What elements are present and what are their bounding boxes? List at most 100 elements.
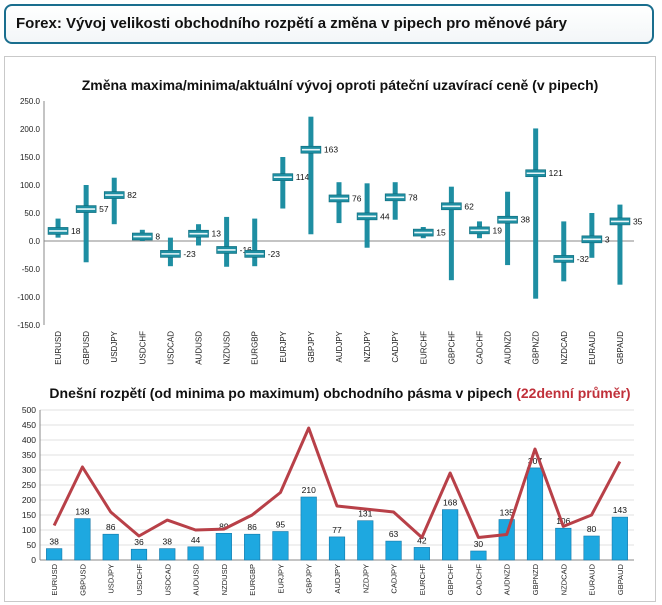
x-tick-label: GBPUSD (78, 563, 87, 595)
x-tick-label: EURJPY (279, 330, 288, 362)
bar (357, 520, 374, 561)
data-label: -32 (577, 254, 590, 264)
data-label: 138 (75, 507, 89, 517)
bar (526, 467, 544, 561)
bar (583, 535, 600, 561)
data-label: 210 (302, 485, 316, 495)
data-label: 82 (127, 190, 137, 200)
y-tick-label: 150.0 (20, 153, 41, 162)
range-bar (561, 221, 567, 282)
range-bar (589, 213, 595, 258)
data-label: 114 (296, 172, 310, 182)
x-tick-label: USDCHF (138, 331, 147, 364)
data-label: 8 (155, 232, 160, 242)
x-tick-label: GBPNZD (531, 563, 540, 595)
x-tick-label: EURAUD (588, 331, 597, 365)
range-bar (224, 216, 230, 267)
x-tick-label: GBPUSD (82, 331, 91, 365)
data-label: 44 (191, 535, 201, 545)
data-label: 30 (474, 539, 484, 549)
chart2-title: Dnešní rozpětí (od minima po maximum) ob… (49, 385, 630, 401)
data-label: 80 (587, 524, 597, 534)
y-tick-label: 300 (22, 465, 36, 475)
header-panel: Forex: Vývoj velikosti obchodního rozpět… (4, 4, 654, 44)
data-label: -23 (183, 249, 196, 259)
bar (159, 548, 176, 561)
data-label: -16 (240, 245, 253, 255)
y-tick-label: 250.0 (20, 97, 41, 106)
data-label: 163 (324, 145, 338, 155)
range-bar (308, 116, 314, 235)
range-bar (111, 177, 117, 225)
y-tick-label: 400 (22, 435, 36, 445)
y-tick-label: 50.0 (24, 209, 40, 218)
x-tick-label: CADJPY (391, 330, 400, 362)
range-bar (617, 204, 623, 285)
range-bar (252, 218, 258, 267)
data-label: 57 (99, 204, 109, 214)
x-tick-label: AUDJPY (333, 564, 342, 594)
x-tick-label: GBPCHF (447, 331, 456, 364)
x-tick-label: NZDJPY (361, 564, 370, 593)
x-tick-label: NZDUSD (220, 563, 229, 595)
data-label: 36 (134, 537, 144, 547)
bar (215, 532, 232, 561)
range-bar (448, 186, 454, 281)
y-tick-label: 100 (22, 525, 36, 535)
x-tick-label: NZDJPY (363, 330, 372, 362)
x-tick-label: EURUSD (50, 563, 59, 595)
data-label: 86 (106, 522, 116, 532)
x-tick-label: NZDCAD (560, 331, 569, 365)
x-tick-label: AUDJPY (335, 330, 344, 362)
y-tick-label: 50 (27, 540, 37, 550)
data-label: 77 (332, 525, 342, 535)
x-tick-label: EURJPY (276, 564, 285, 594)
bar (300, 496, 317, 561)
average-line (52, 426, 622, 539)
x-tick-label: EURUSD (54, 331, 63, 365)
range-chart: 250.0 200.0 150.0 100.0 50.0 0.0 -50.0 -100.0 -1… (17, 97, 642, 365)
data-label: 143 (613, 505, 627, 515)
data-label: 44 (380, 211, 390, 221)
charts-panel (4, 56, 656, 602)
y-tick-label: 500 (22, 405, 36, 415)
y-tick-label: -50.0 (22, 265, 41, 274)
x-tick-label: USDCHF (135, 564, 144, 596)
x-tick-label: GBPAUD (616, 563, 625, 595)
data-label: 76 (352, 193, 362, 203)
data-label: 63 (389, 529, 399, 539)
bar (328, 536, 346, 561)
bar (187, 546, 204, 561)
data-label: 19 (492, 225, 502, 235)
x-tick-label: GBPJPY (305, 564, 314, 594)
x-tick-label: AUDNZD (503, 563, 512, 595)
page-title: Forex: Vývoj velikosti obchodního rozpět… (16, 15, 567, 32)
x-tick-label: CADCHF (475, 331, 484, 364)
x-tick-label: CADJPY (390, 564, 399, 594)
bar (385, 540, 402, 561)
y-tick-label: -150.0 (17, 321, 40, 330)
data-label: 38 (521, 215, 531, 225)
data-label: 78 (408, 192, 418, 202)
x-tick-label: NZDUSD (223, 331, 232, 365)
y-tick-label: 200.0 (20, 125, 41, 134)
data-label: 106 (556, 516, 570, 526)
range-bar (505, 191, 511, 266)
bar (74, 518, 91, 561)
y-tick-label: 450 (22, 420, 36, 430)
data-label: 135 (500, 508, 514, 518)
chart2-title-main: Dnešní rozpětí (od minima po maximum) ob… (49, 385, 512, 401)
data-label: 168 (443, 498, 457, 508)
bar (244, 533, 261, 561)
data-label: 42 (417, 535, 427, 545)
data-label: 121 (549, 168, 563, 178)
data-label: 35 (633, 216, 643, 226)
x-tick-label: EURGBP (248, 564, 257, 596)
x-tick-label: AUDUSD (192, 563, 201, 595)
data-label: 38 (49, 537, 59, 547)
x-tick-label: USDJPY (110, 330, 119, 362)
range-bar (533, 128, 539, 299)
y-tick-label: -100.0 (17, 293, 40, 302)
data-label: 307 (528, 456, 542, 466)
